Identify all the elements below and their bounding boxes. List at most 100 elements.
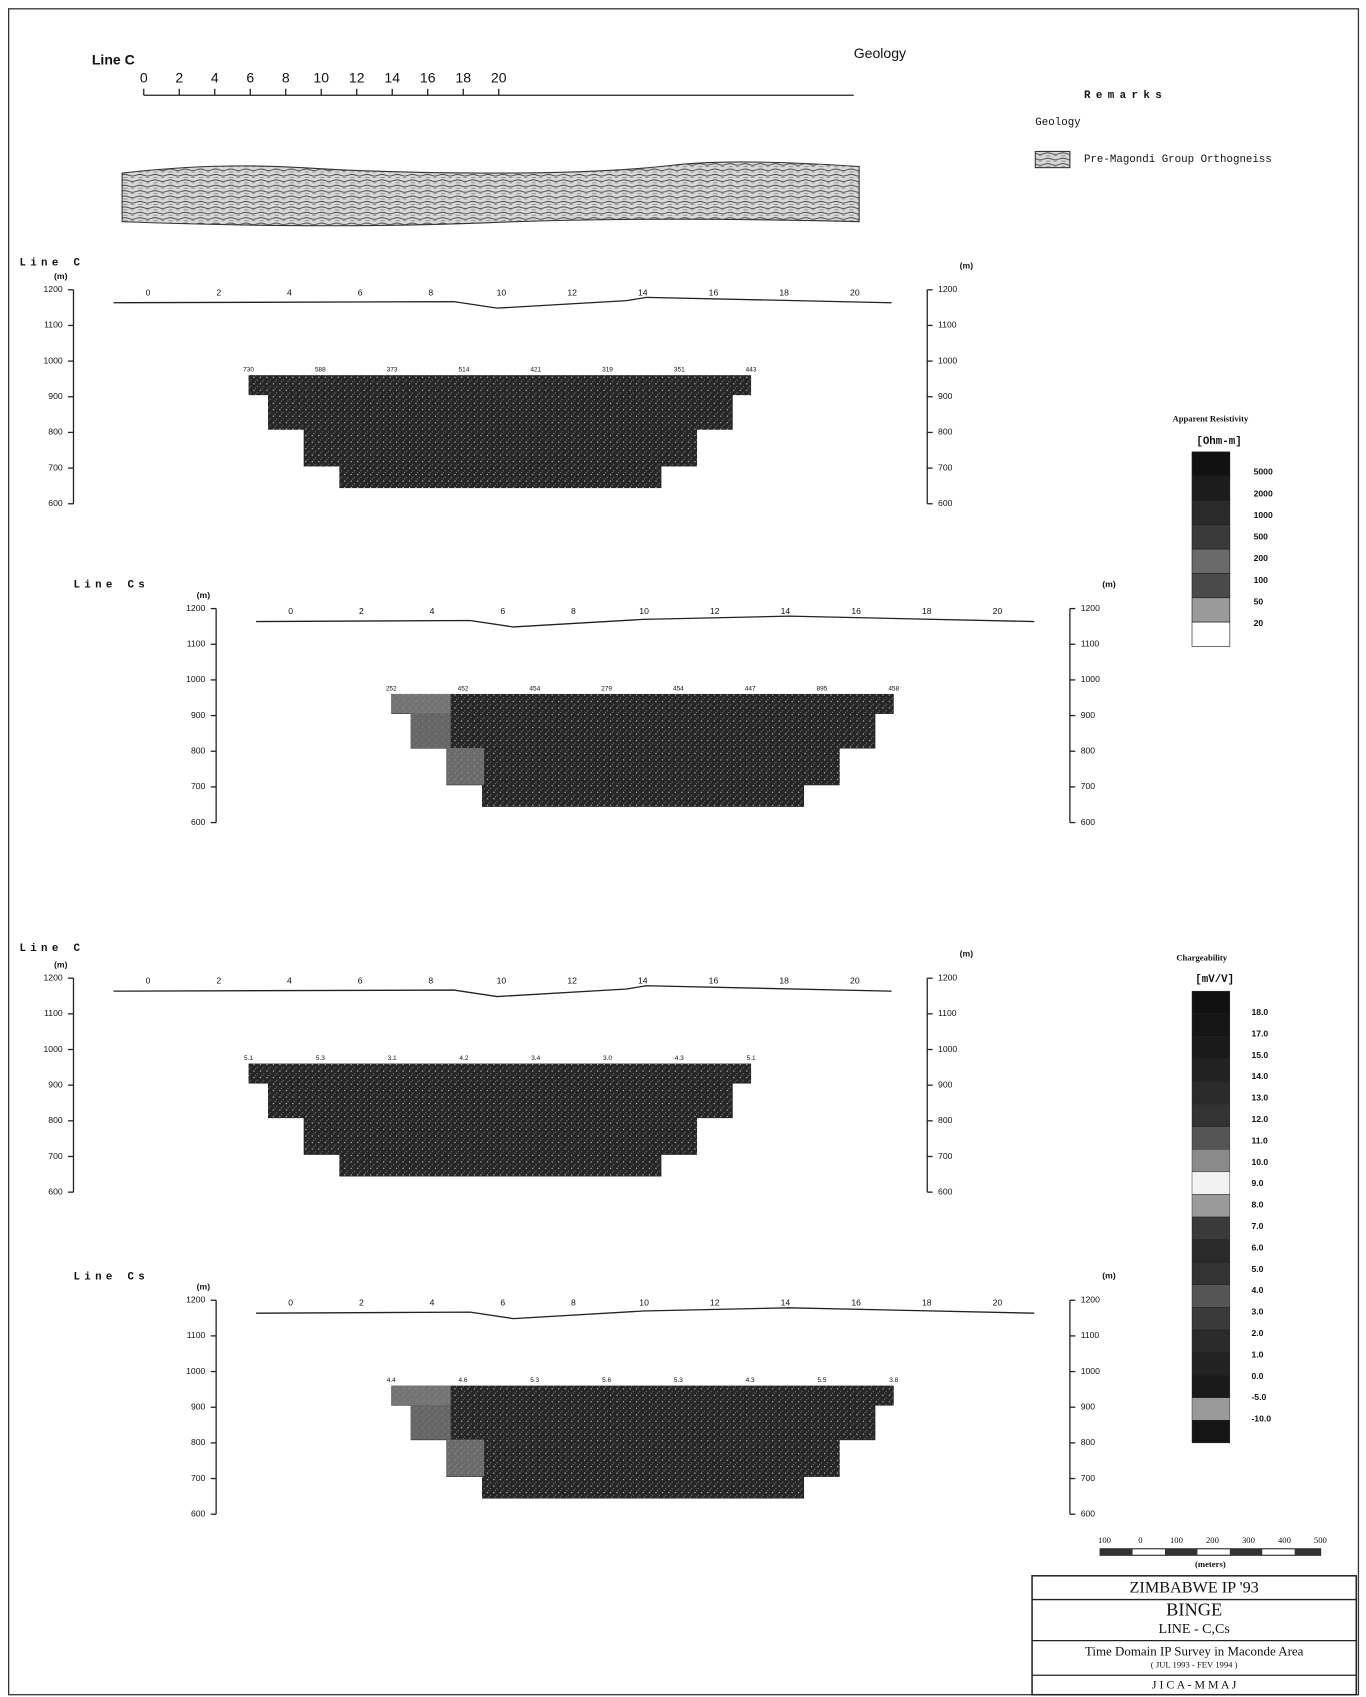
legend-band: [1191, 451, 1231, 477]
elevation-label: 1000: [186, 1366, 205, 1376]
distance-label: 16: [420, 70, 436, 86]
legend-band: [1191, 1126, 1231, 1150]
top-value: 252: [386, 685, 397, 692]
distance-label: 4: [430, 1298, 435, 1308]
distance-label: 18: [779, 976, 789, 986]
elevation-label: 600: [938, 1186, 953, 1196]
legend-band: [1191, 1374, 1231, 1398]
geology-title: Geology: [854, 45, 906, 61]
pseudosection-texture: [391, 693, 894, 714]
elevation-label: 1100: [187, 1330, 206, 1340]
scale-bar-segment: [1229, 1548, 1263, 1556]
top-value: 4.4: [387, 1377, 396, 1384]
legend-band: [1191, 1352, 1231, 1376]
chargeability-title: Chargeability: [1176, 953, 1227, 963]
pseudosection-texture: [410, 713, 876, 749]
distance-label: 14: [384, 70, 400, 86]
elevation-label: 1200: [1081, 1295, 1100, 1305]
low-value-zone: [446, 1439, 485, 1477]
distance-label: 16: [851, 1298, 861, 1308]
legend-label: Pre-Magondi Group Orthogneiss: [1084, 154, 1272, 166]
elevation-label: 800: [1081, 746, 1096, 756]
legend-level: -5.0: [1251, 1392, 1266, 1402]
pseudosection-texture: [268, 394, 733, 430]
elevation-label: 900: [938, 1079, 953, 1089]
legend-band: [1191, 1149, 1231, 1173]
legend-level: 8.0: [1251, 1200, 1263, 1210]
top-value: 4.3: [746, 1377, 755, 1384]
legend-level: 15.0: [1251, 1050, 1268, 1060]
elevation-label: 1100: [44, 1008, 63, 1018]
line-name: LINE - C,Cs: [1159, 1621, 1230, 1637]
elevation-label: 600: [48, 1186, 63, 1196]
legend-level: 11.0: [1251, 1135, 1268, 1145]
distance-label: 14: [638, 976, 648, 986]
distance-label: 10: [313, 70, 329, 86]
scale-label: 500: [1314, 1535, 1327, 1545]
legend-band: [1191, 524, 1231, 550]
pseudosection-texture: [446, 1439, 840, 1477]
pseudosection-texture: [303, 1117, 698, 1155]
elevation-label: 1100: [938, 320, 957, 330]
scale-label: 400: [1278, 1535, 1291, 1545]
elevation-label: 1200: [938, 284, 957, 294]
unit-label: (m): [960, 260, 974, 270]
pseudosection-texture: [268, 1083, 733, 1119]
elevation-label: 800: [48, 427, 63, 437]
elevation-label: 700: [1081, 1473, 1096, 1483]
legend-band: [1191, 1194, 1231, 1218]
elevation-label: 1000: [1081, 1366, 1100, 1376]
elevation-label: 1000: [43, 1044, 62, 1054]
top-value: 4.2: [459, 1055, 468, 1062]
elevation-label: 1200: [186, 1295, 205, 1305]
legend-band: [1191, 1284, 1231, 1308]
scale-label: 100: [1098, 1535, 1111, 1545]
legend-level: 5.0: [1251, 1264, 1263, 1274]
distance-label: 10: [639, 1298, 649, 1308]
resistivity-unit: [Ohm-m]: [1196, 436, 1241, 448]
distance-label: 18: [922, 1298, 932, 1308]
legend-level: 2.0: [1251, 1328, 1263, 1338]
legend-band: [1191, 1239, 1231, 1263]
legend-level: 3.0: [1251, 1307, 1263, 1317]
unit-label: (m): [54, 271, 68, 281]
elevation-label: 900: [48, 1079, 63, 1089]
distance-label: 20: [491, 70, 507, 86]
top-value: 454: [673, 685, 684, 692]
elevation-label: 600: [48, 498, 63, 508]
scale-label: 200: [1206, 1535, 1219, 1545]
client: J I C A - M M A J: [1152, 1678, 1237, 1692]
elevation-label: 1000: [938, 1044, 957, 1054]
pseudosection-texture: [446, 747, 840, 786]
topography: [256, 615, 1035, 628]
elevation-label: 700: [191, 781, 206, 791]
legend-level: -10.0: [1251, 1414, 1271, 1424]
distance-label: 6: [246, 70, 254, 86]
low-value-zone: [410, 713, 451, 748]
top-value: 421: [530, 366, 541, 373]
elevation-label: 900: [1081, 710, 1096, 720]
scale-label: 300: [1242, 1535, 1255, 1545]
top-value: 351: [674, 366, 685, 373]
top-value: 5.1: [244, 1055, 253, 1062]
elevation-label: 600: [1081, 1508, 1096, 1518]
unit-label: (m): [1102, 1271, 1116, 1281]
top-value: 5.5: [817, 1377, 826, 1384]
scale-label: 100: [1170, 1535, 1183, 1545]
distance-label: 20: [993, 606, 1003, 616]
distance-label: 20: [993, 1298, 1003, 1308]
distance-label: 18: [922, 606, 932, 616]
elevation-label: 1100: [938, 1008, 957, 1018]
resistivity-title: Apparent Resistivity: [1172, 413, 1248, 423]
pseudosection-texture: [339, 465, 662, 489]
elevation-label: 600: [191, 817, 206, 827]
elevation-label: 1200: [43, 972, 62, 982]
elevation-label: 700: [48, 462, 63, 472]
scale-bar: [1099, 1548, 1322, 1556]
legend-band: [1191, 1261, 1231, 1285]
distance-label: 12: [567, 287, 577, 297]
top-value: 5.6: [602, 1377, 611, 1384]
pseudosection-texture: [248, 375, 752, 396]
